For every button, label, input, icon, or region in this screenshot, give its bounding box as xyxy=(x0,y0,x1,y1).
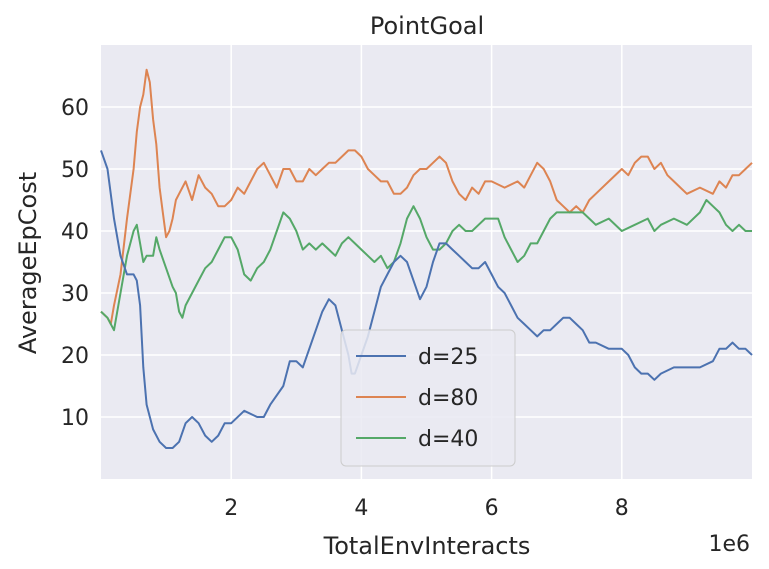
x-tick-label: 4 xyxy=(354,496,368,521)
x-tick-label: 6 xyxy=(485,496,499,521)
x-scale-label: 1e6 xyxy=(708,532,750,557)
legend-label-d25: d=25 xyxy=(418,345,478,370)
y-tick-label: 40 xyxy=(61,220,89,245)
legend: d=25 d=80 d=40 xyxy=(340,329,516,467)
legend-box xyxy=(340,329,516,467)
x-tick-label: 2 xyxy=(224,496,238,521)
y-tick-label: 20 xyxy=(61,344,89,369)
y-tick-label: 60 xyxy=(61,96,89,121)
legend-label-d80: d=80 xyxy=(418,386,478,411)
legend-label-d40: d=40 xyxy=(418,427,478,452)
y-tick-label: 30 xyxy=(61,282,89,307)
series-line-d40 xyxy=(100,199,752,332)
chart-title: PointGoal xyxy=(370,12,484,40)
x-axis-label: TotalEnvInteracts xyxy=(323,532,531,560)
tick-labels: 2 4 6 8 10 20 30 40 50 60 xyxy=(61,96,629,521)
series-line-d80 xyxy=(100,68,753,325)
x-tick-label: 8 xyxy=(615,496,629,521)
series-line-d25 xyxy=(100,150,753,449)
y-tick-label: 50 xyxy=(61,158,89,183)
series-lines xyxy=(100,68,753,449)
y-axis-label: AverageEpCost xyxy=(14,172,42,354)
y-tick-label: 10 xyxy=(61,406,89,431)
